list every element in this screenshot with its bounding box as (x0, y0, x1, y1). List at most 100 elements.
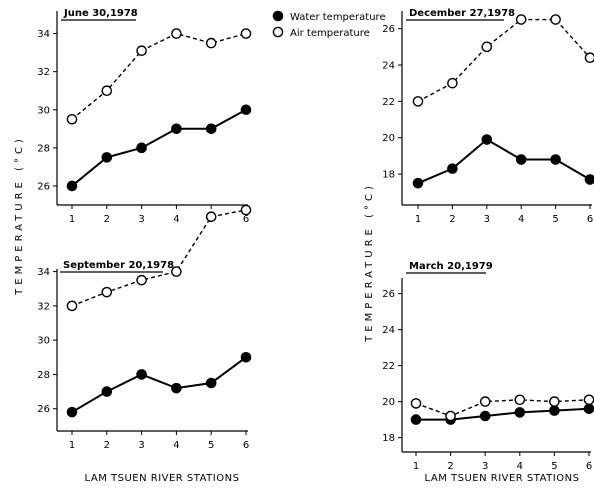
x-tick-label: 6 (243, 440, 249, 451)
water-temperature-point (584, 174, 594, 185)
panel-title: March 20,1979 (409, 261, 493, 272)
y-tick-label: 28 (37, 143, 50, 154)
air-temperature-point (479, 396, 491, 407)
panel-title: December 27,1978 (409, 8, 515, 19)
water-temperature-point (136, 142, 147, 154)
x-tick-label: 2 (104, 214, 110, 225)
air-temperature-line (415, 399, 590, 417)
air-temperature-line (71, 209, 247, 307)
y-tick-label: 18 (382, 170, 395, 181)
x-axis-label: LAM TSUEN RIVER STATIONS (425, 473, 580, 484)
y-tick-label: 30 (37, 105, 50, 116)
x-tick-label: 4 (173, 440, 179, 451)
y-axis-label-right: TEMPERATURE (°C) (364, 182, 375, 343)
air-temperature-point (101, 85, 113, 97)
water-temperature-point (171, 123, 182, 135)
water-temperature-point (583, 403, 594, 415)
air-temperature-point (136, 274, 147, 286)
x-tick-label: 3 (482, 461, 488, 472)
y-axis-label-left: TEMPERATURE (°C) (14, 135, 25, 296)
air-temperature-point (66, 300, 78, 312)
water-temperature-point (101, 386, 113, 397)
air-temperature-point (515, 14, 527, 25)
water-temperature-point (66, 406, 78, 418)
water-temperature-point (240, 351, 252, 363)
y-tick-label: 20 (382, 397, 395, 408)
water-temperature-line (71, 108, 247, 187)
chart-panel-4: 18 20 22 24 26 1 2 3 4 5 6 March 20,1979 LAM TSUEN R… (382, 261, 594, 484)
air-temperature-point (410, 398, 422, 409)
water-temperature-line (416, 407, 590, 421)
water-temperature-point (240, 104, 252, 116)
water-temperature-line (417, 138, 591, 185)
air-temperature-point (447, 77, 458, 89)
legend-label-air: Air temperature (290, 28, 370, 39)
air-temperature-point (171, 28, 182, 39)
water-temperature-point (515, 154, 527, 165)
x-tick-label: 5 (551, 461, 557, 472)
air-temperature-point (445, 410, 456, 422)
x-tick-label: 3 (138, 214, 144, 225)
water-temperature-point (171, 382, 182, 394)
air-temperature-point (514, 394, 526, 406)
x-tick-label: 1 (69, 440, 75, 451)
air-temperature-point (584, 52, 594, 64)
air-temperature-point (412, 96, 424, 107)
air-temperature-line (417, 18, 591, 102)
water-temperature-point (412, 177, 424, 189)
x-tick-label: 1 (69, 214, 75, 225)
panel-title: September 20,1978 (63, 260, 174, 271)
water-temperature-point (101, 152, 113, 163)
air-temperature-point (583, 394, 594, 406)
chart-panel-2: 18 20 22 24 26 1 2 3 4 5 6 December 27,1978 (382, 8, 594, 225)
legend: Water temperature Air temperature (272, 10, 386, 39)
x-tick-label: 6 (586, 461, 592, 472)
x-tick-label: 1 (413, 461, 419, 472)
panel-title: June 30,1978 (63, 8, 138, 19)
y-tick-label: 26 (382, 289, 395, 300)
air-temperature-point (136, 45, 147, 57)
x-tick-label: 3 (484, 214, 490, 225)
air-temperature-point (66, 113, 78, 125)
y-tick-label: 34 (37, 29, 50, 40)
x-tick-label: 3 (138, 440, 144, 451)
x-tick-label: 2 (447, 461, 453, 472)
y-tick-label: 34 (37, 267, 50, 278)
air-temperature-point (481, 41, 493, 53)
x-tick-label: 4 (517, 461, 523, 472)
air-temperature-point (205, 37, 217, 49)
chart-panel-1: 2628303234123456June 30,1978 (37, 8, 252, 225)
water-temperature-point (549, 405, 560, 416)
y-tick-label: 22 (382, 361, 395, 372)
x-tick-label: 5 (552, 214, 558, 225)
y-tick-label: 26 (37, 181, 50, 192)
water-temperature-line (71, 356, 247, 414)
y-tick-label: 32 (37, 67, 50, 78)
water-temperature-point (66, 180, 78, 192)
x-tick-label: 2 (104, 440, 110, 451)
y-tick-label: 18 (382, 433, 395, 444)
water-temperature-point (479, 410, 491, 422)
air-temperature-point (549, 396, 560, 407)
water-temperature-point (447, 163, 458, 174)
y-tick-label: 20 (382, 133, 395, 144)
x-tick-label: 5 (208, 440, 214, 451)
x-tick-label: 4 (173, 214, 179, 225)
air-temperature-point (205, 211, 217, 223)
x-tick-label: 1 (415, 214, 421, 225)
air-temperature-point (550, 14, 561, 25)
legend-marker-air (272, 26, 284, 38)
x-axis-label: LAM TSUEN RIVER STATIONS (85, 473, 240, 484)
water-temperature-point (205, 377, 217, 389)
water-temperature-point (410, 414, 422, 425)
air-temperature-point (101, 286, 113, 298)
y-tick-label: 26 (382, 24, 395, 35)
y-tick-label: 28 (37, 370, 50, 381)
y-tick-label: 24 (382, 325, 395, 336)
x-tick-label: 6 (243, 214, 249, 225)
x-tick-label: 6 (587, 214, 593, 225)
water-temperature-point (514, 407, 526, 418)
x-tick-label: 2 (449, 214, 455, 225)
